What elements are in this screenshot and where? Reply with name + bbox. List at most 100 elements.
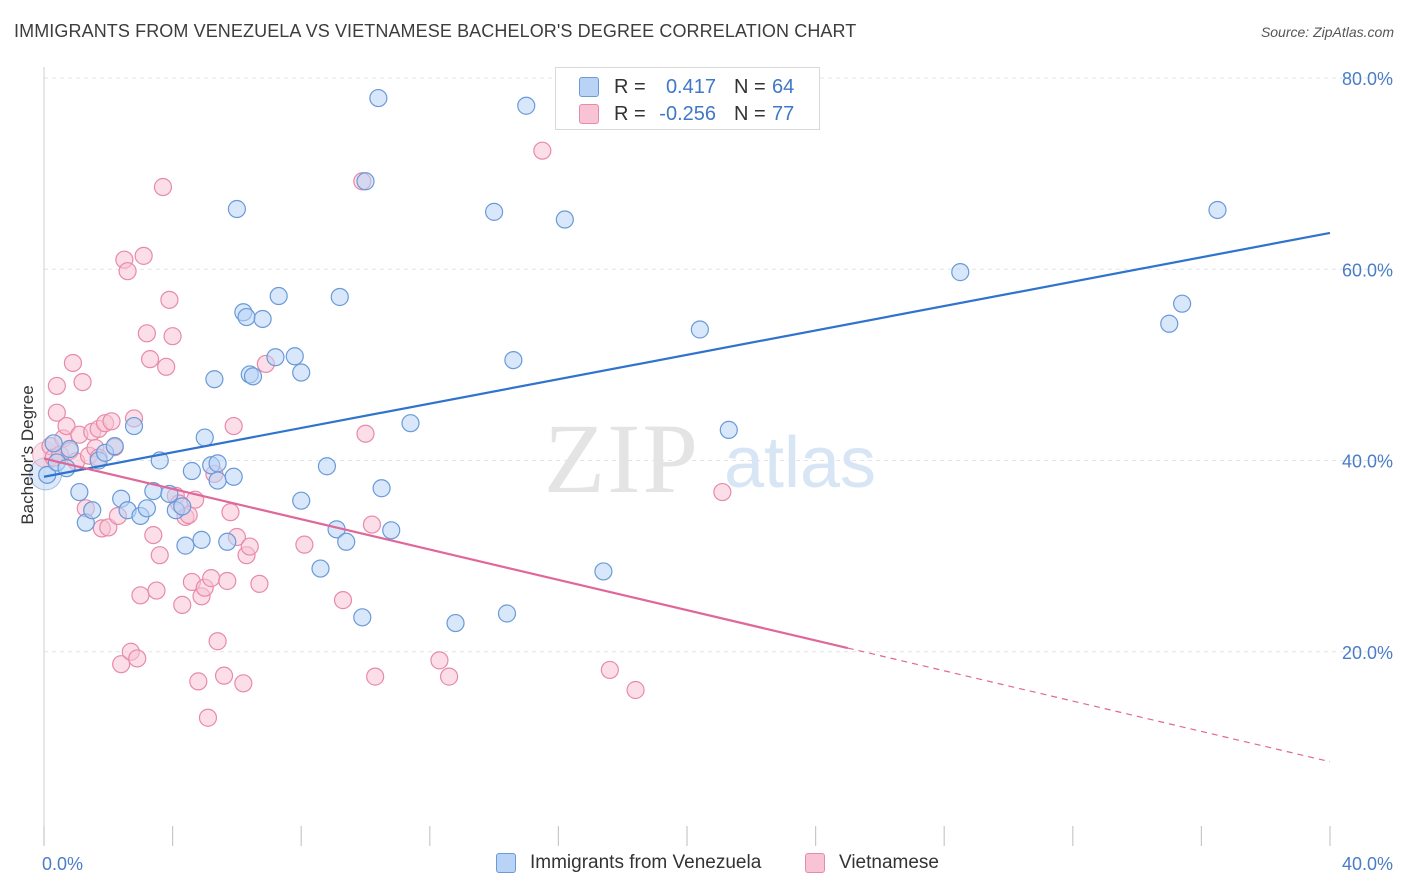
point-venezuela [105,437,124,456]
point-venezuela [218,532,237,551]
trend-line-vietnamese-extrapolated [847,647,1331,763]
point-vietnamese [112,655,131,674]
point-vietnamese [198,708,218,727]
point-vietnamese [356,424,375,443]
point-vietnamese [147,581,166,600]
point-venezuela [83,501,102,520]
point-venezuela [517,96,536,115]
watermark-zip: ZIP [544,403,700,514]
point-venezuela [266,348,285,367]
point-vietnamese [150,546,169,565]
point-venezuela [60,439,79,459]
stats-legend-box: R = 0.417 N = 64 R = -0.256 N = 77 [555,67,820,130]
point-vietnamese [118,262,137,281]
point-vietnamese [295,535,314,554]
point-vietnamese [362,515,382,534]
point-venezuela [137,499,156,518]
point-vietnamese [221,503,240,522]
point-vietnamese [218,571,237,591]
point-venezuela [44,434,63,453]
chart-legend: Immigrants from Venezuela Vietnamese [0,852,1406,878]
point-venezuela [205,370,224,389]
point-venezuela [1160,314,1179,333]
point-vietnamese [163,327,182,346]
point-venezuela [594,562,613,581]
point-venezuela [237,307,256,327]
point-venezuela [317,457,337,476]
point-venezuela [330,287,349,307]
point-vietnamese [73,372,92,392]
point-vietnamese [626,680,645,700]
point-venezuela [269,286,288,306]
point-venezuela [1208,200,1227,220]
r-label: R = [614,76,646,98]
point-vietnamese [57,416,76,436]
point-venezuela [176,536,195,555]
point-venezuela [292,491,311,510]
n-label: N = [734,103,766,125]
legend-swatch-venezuela [496,853,516,873]
point-vietnamese [202,569,221,588]
point-vietnamese [250,574,269,593]
point-vietnamese [144,525,163,545]
point-venezuela [292,363,311,382]
r-value: 0.417 [665,76,716,98]
gridlines [44,77,1393,653]
vietnamese-swatch [579,104,599,124]
point-vietnamese [134,246,153,265]
point-venezuela [192,530,211,549]
point-venezuela [224,467,243,486]
trend-lines [43,231,1331,763]
point-venezuela [1173,294,1192,313]
point-vietnamese [160,290,179,309]
point-venezuela [182,461,201,481]
tick-labels: 20.0% 40.0% 60.0% 80.0% 0.0% 40.0% [42,69,1393,874]
x-tick-label: 40.0% [1342,854,1393,874]
point-venezuela [372,479,391,498]
point-venezuela [173,497,192,516]
point-vietnamese [173,595,192,614]
point-venezuela [311,559,330,578]
point-vietnamese [240,537,259,556]
point-vietnamese [128,649,147,668]
point-vietnamese [63,353,83,373]
point-venezuela [369,88,388,108]
n-value: 77 [772,103,795,125]
point-venezuela [446,613,465,633]
point-vietnamese [131,586,150,605]
watermark-atlas: atlas [724,423,876,503]
point-venezuela [555,210,574,229]
y-tick-label: 80.0% [1342,69,1393,89]
point-vietnamese [47,376,66,396]
point-venezuela [208,471,227,490]
point-vietnamese [137,324,156,343]
point-venezuela [253,309,272,329]
point-venezuela [504,350,523,370]
point-venezuela [124,416,144,436]
point-vietnamese [153,177,173,197]
n-value: 64 [772,76,795,98]
point-vietnamese [189,672,208,691]
point-vietnamese [234,674,253,693]
point-venezuela [356,172,375,191]
data-points [29,88,1227,727]
n-label: N = [734,76,766,98]
point-venezuela [485,202,504,221]
point-vietnamese [600,660,619,680]
point-vietnamese [366,667,385,686]
chart-title: IMMIGRANTS FROM VENEZUELA VS VIETNAMESE … [14,21,857,41]
y-tick-label: 40.0% [1342,452,1393,472]
point-vietnamese [102,412,121,431]
trend-line-vietnamese [43,457,849,650]
point-venezuela [70,482,89,502]
point-venezuela [243,367,263,386]
point-vietnamese [713,482,732,502]
legend-label: Immigrants from Venezuela [530,852,762,873]
point-venezuela [227,199,246,219]
source-label: Source: ZipAtlas.com [1260,24,1394,40]
point-vietnamese [208,632,227,651]
legend-swatch-vietnamese [805,853,825,873]
venezuela-swatch [579,77,599,97]
point-venezuela [382,521,401,540]
y-tick-label: 60.0% [1342,260,1393,280]
